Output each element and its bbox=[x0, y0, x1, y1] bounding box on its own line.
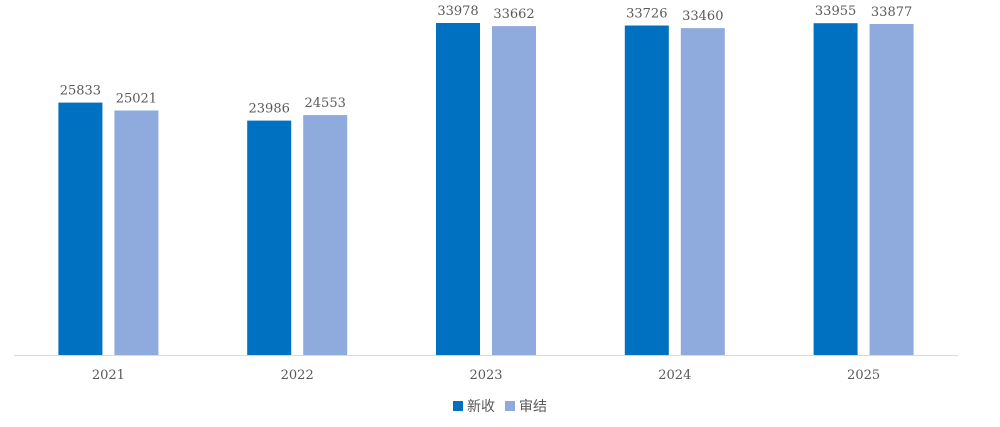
data-label-2024-series-2: 33460 bbox=[682, 9, 723, 24]
data-label-2023-series-1: 33978 bbox=[437, 4, 478, 19]
bars-layer bbox=[58, 23, 914, 355]
legend: 新收 审结 bbox=[0, 396, 1000, 416]
data-label-2022-series-2: 24553 bbox=[305, 96, 346, 111]
x-tick-label-2022: 2022 bbox=[281, 368, 314, 383]
bar-2021-series-1 bbox=[58, 102, 103, 355]
bar-2025-series-2 bbox=[869, 24, 914, 355]
value-labels-layer: 25833 25021 23986 24553 33978 33662 33726 33460… bbox=[60, 4, 913, 117]
legend-swatch-series-1 bbox=[453, 401, 463, 411]
data-label-2023-series-2: 33662 bbox=[493, 7, 534, 22]
bar-2024-series-2 bbox=[680, 28, 725, 355]
legend-label-series-1: 新收 bbox=[467, 399, 495, 415]
x-tick-label-2023: 2023 bbox=[469, 368, 502, 383]
data-label-2021-series-1: 25833 bbox=[60, 84, 101, 99]
legend-item-series-1: 新收 bbox=[453, 396, 495, 416]
legend-label-series-2: 审结 bbox=[519, 399, 547, 415]
bar-2023-series-1 bbox=[436, 23, 480, 355]
bar-chart: 25833 25021 23986 24553 33978 33662 33726 33460… bbox=[14, 4, 958, 383]
data-label-2025-series-1: 33955 bbox=[815, 4, 856, 19]
data-label-2022-series-1: 23986 bbox=[249, 102, 290, 117]
data-label-2021-series-2: 25021 bbox=[116, 92, 157, 107]
x-tick-label-2025: 2025 bbox=[847, 368, 880, 383]
bar-2023-series-2 bbox=[492, 26, 536, 355]
legend-swatch-series-2 bbox=[505, 401, 515, 411]
x-tick-label-2021: 2021 bbox=[92, 368, 125, 383]
bar-2021-series-2 bbox=[114, 110, 159, 355]
bar-2025-series-1 bbox=[813, 23, 858, 355]
bar-2024-series-1 bbox=[624, 25, 669, 355]
x-tick-label-2024: 2024 bbox=[658, 368, 691, 383]
x-axis-tick-labels: 2021 2022 2023 2024 2025 bbox=[92, 368, 880, 383]
data-label-2025-series-2: 33877 bbox=[871, 5, 912, 20]
bar-2022-series-1 bbox=[247, 120, 292, 355]
legend-item-series-2: 审结 bbox=[505, 396, 547, 416]
data-label-2024-series-1: 33726 bbox=[626, 7, 667, 22]
bar-2022-series-2 bbox=[303, 115, 348, 355]
